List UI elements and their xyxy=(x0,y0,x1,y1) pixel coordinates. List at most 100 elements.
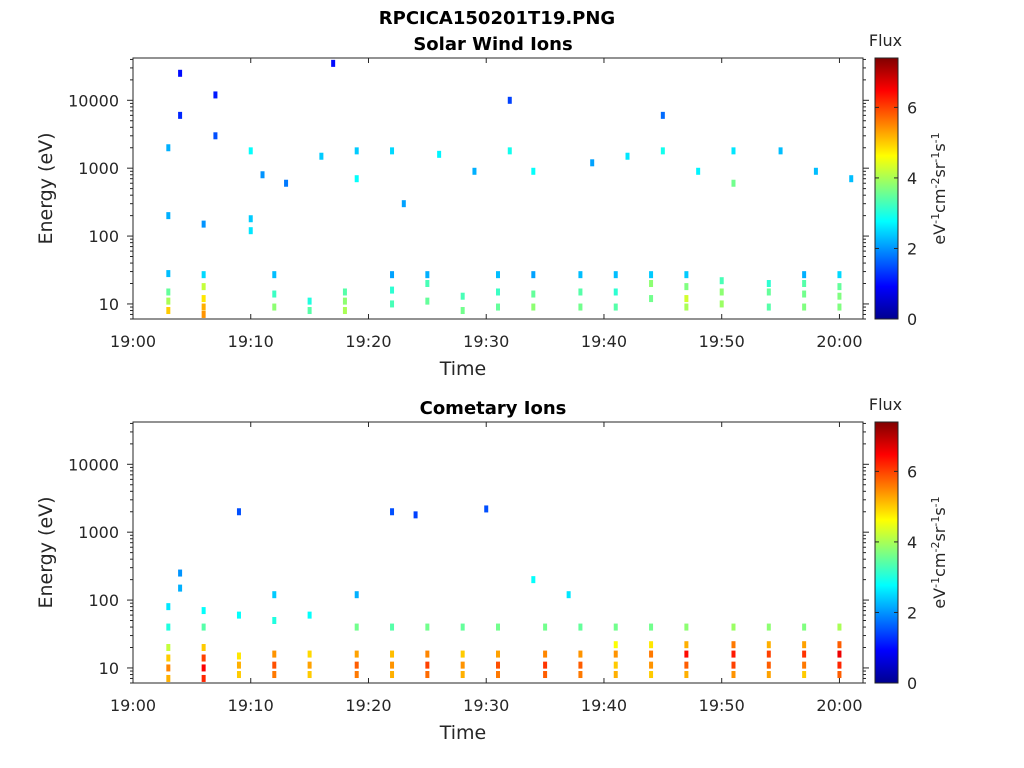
spectrogram-cell xyxy=(425,661,430,669)
spectrogram-cell xyxy=(731,623,736,631)
spectrogram-cell xyxy=(213,91,218,99)
spectrogram-cell xyxy=(837,283,842,291)
spectrogram-cell xyxy=(460,661,465,669)
spectrogram-cell xyxy=(272,290,277,298)
spectrogram-cell xyxy=(166,674,171,682)
spectrogram-cell xyxy=(425,280,430,288)
spectrogram-cell xyxy=(543,650,548,658)
y-tick-label: 1000 xyxy=(78,523,119,542)
spectrogram-cell xyxy=(166,603,171,611)
x-tick-label: 19:50 xyxy=(699,696,745,715)
spectrogram-cell xyxy=(390,286,395,294)
spectrogram-cell xyxy=(778,147,783,155)
spectrogram-cell xyxy=(496,623,500,631)
figure-title: RPCICA150201T19.PNG xyxy=(379,8,615,29)
spectrogram-cell xyxy=(425,671,430,679)
plot-area xyxy=(132,421,864,684)
spectrogram-cell xyxy=(166,623,171,631)
spectrogram-cell xyxy=(425,650,430,658)
spectrogram-cell xyxy=(201,271,206,279)
spectrogram-cell xyxy=(319,152,324,160)
spectrogram-cell xyxy=(496,661,500,669)
spectrogram-cell xyxy=(342,288,347,296)
spectrogram-cell xyxy=(390,650,395,658)
spectrogram-cell xyxy=(649,623,654,631)
spectrogram-cell xyxy=(307,611,312,619)
spectrogram-cell xyxy=(802,641,807,649)
y-tick-label: 10 xyxy=(99,295,119,314)
spectrogram-cell xyxy=(531,576,536,584)
spectrogram-cell xyxy=(613,271,618,279)
spectrogram-cell xyxy=(178,569,183,577)
spectrogram-cell xyxy=(166,212,171,220)
spectrogram-cell xyxy=(354,591,359,599)
y-tick-label: 10000 xyxy=(68,455,119,474)
y-tick-label: 100 xyxy=(88,591,119,610)
spectrogram-cell xyxy=(731,147,736,155)
spectrogram-cell xyxy=(849,175,854,183)
spectrogram-cell xyxy=(696,167,701,175)
spectrogram-cell xyxy=(684,671,689,679)
spectrogram-cell xyxy=(531,167,536,175)
spectrogram-cell xyxy=(507,96,512,104)
spectrogram-cell xyxy=(166,144,171,152)
spectrogram-cell xyxy=(649,295,654,303)
y-axis-label: Energy (eV) xyxy=(35,132,57,244)
solar-wind-panel: Solar Wind Ions 19:00 19:10 19:20 19:30 19:40… xyxy=(35,31,949,380)
spectrogram-cell xyxy=(272,616,277,624)
y-tick-label: 10 xyxy=(99,659,119,678)
spectrogram-cell xyxy=(613,288,618,296)
x-tick-label: 19:50 xyxy=(699,332,745,351)
spectrogram-cell xyxy=(413,511,418,519)
spectrogram-cell xyxy=(166,307,171,315)
spectrogram-cell xyxy=(178,69,183,77)
spectrogram-cell xyxy=(272,591,277,599)
colorbar-tick-label: 0 xyxy=(907,674,917,693)
spectrogram-cell xyxy=(543,671,548,679)
colorbar xyxy=(874,57,899,320)
spectrogram-cell xyxy=(213,132,218,140)
spectrogram-cell xyxy=(260,171,265,179)
spectrogram-cell xyxy=(166,288,171,296)
spectrogram-cell xyxy=(684,641,689,649)
spectrogram-cell xyxy=(178,111,183,119)
spectrogram-cell xyxy=(437,150,442,158)
spectrogram-cell xyxy=(684,650,689,658)
colorbar-units: eV-1cm-2sr-1s-1 xyxy=(929,132,950,244)
spectrogram-cell xyxy=(236,508,241,516)
spectrogram-cell xyxy=(766,650,771,658)
spectrogram-cell xyxy=(802,650,807,658)
spectrogram-cell xyxy=(484,505,489,513)
colorbar-tick-label: 6 xyxy=(907,98,917,117)
spectrogram-cell xyxy=(766,623,771,631)
spectrogram-cell xyxy=(390,508,395,516)
spectrogram-cell xyxy=(460,671,465,679)
spectrogram-cell xyxy=(649,671,654,679)
spectrogram-cell xyxy=(802,280,807,288)
spectrogram-cell xyxy=(236,671,241,679)
spectrogram-cell xyxy=(507,147,512,155)
x-axis-label: Time xyxy=(439,722,487,744)
colorbar-title: Flux xyxy=(869,395,902,414)
spectrogram-cell xyxy=(401,200,406,208)
y-tick-label: 100 xyxy=(88,227,119,246)
spectrogram-cell xyxy=(837,303,842,311)
x-tick-label: 19:40 xyxy=(581,332,627,351)
spectrogram-cell xyxy=(578,671,583,679)
spectrogram-cell xyxy=(766,661,771,669)
spectrogram-cell xyxy=(342,307,347,315)
spectrogram-cell xyxy=(649,641,654,649)
spectrogram-cell xyxy=(578,661,583,669)
spectrogram-cell xyxy=(649,650,654,658)
spectrogram-cell xyxy=(684,661,689,669)
spectrogram-cell xyxy=(331,59,336,67)
spectrogram-cell xyxy=(684,283,689,291)
spectrogram-cell xyxy=(802,623,807,631)
spectrogram-cell xyxy=(272,650,277,658)
spectrogram-cell xyxy=(837,650,842,658)
spectrogram-cell xyxy=(201,220,206,228)
spectrogram-cell xyxy=(307,307,312,315)
spectrogram-cell xyxy=(201,607,206,615)
spectrogram-cell xyxy=(201,295,206,303)
